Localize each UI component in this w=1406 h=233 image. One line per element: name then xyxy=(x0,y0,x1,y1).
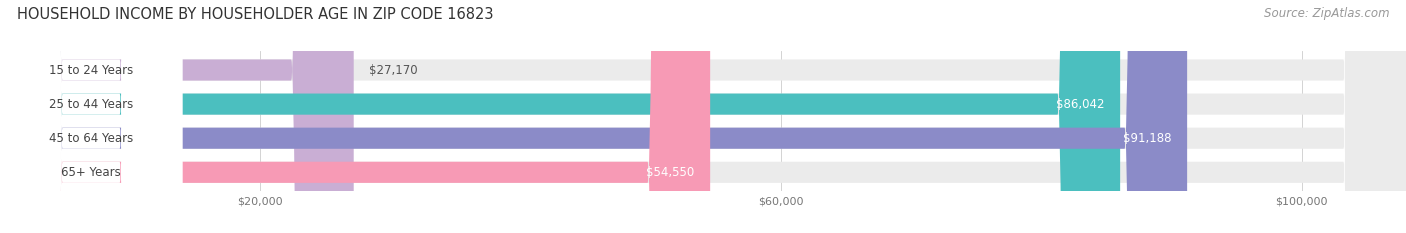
Text: $54,550: $54,550 xyxy=(647,166,695,179)
Text: 65+ Years: 65+ Years xyxy=(62,166,121,179)
Text: HOUSEHOLD INCOME BY HOUSEHOLDER AGE IN ZIP CODE 16823: HOUSEHOLD INCOME BY HOUSEHOLDER AGE IN Z… xyxy=(17,7,494,22)
FancyBboxPatch shape xyxy=(0,0,1187,233)
Text: Source: ZipAtlas.com: Source: ZipAtlas.com xyxy=(1264,7,1389,20)
Text: 25 to 44 Years: 25 to 44 Years xyxy=(49,98,134,111)
FancyBboxPatch shape xyxy=(0,0,1121,233)
FancyBboxPatch shape xyxy=(0,0,183,233)
FancyBboxPatch shape xyxy=(0,0,183,233)
Text: 15 to 24 Years: 15 to 24 Years xyxy=(49,64,134,76)
Text: $91,188: $91,188 xyxy=(1123,132,1171,145)
Text: $86,042: $86,042 xyxy=(1056,98,1105,111)
FancyBboxPatch shape xyxy=(0,0,354,233)
Text: 45 to 64 Years: 45 to 64 Years xyxy=(49,132,134,145)
Text: $27,170: $27,170 xyxy=(370,64,418,76)
FancyBboxPatch shape xyxy=(0,0,710,233)
FancyBboxPatch shape xyxy=(0,0,183,233)
FancyBboxPatch shape xyxy=(0,0,183,233)
